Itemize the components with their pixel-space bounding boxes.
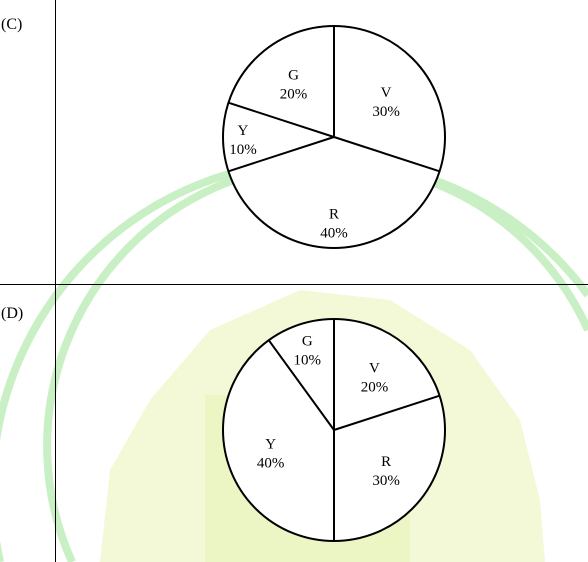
watermark-ring-inner xyxy=(43,159,588,562)
slice-value-c-g: 20% xyxy=(280,86,308,102)
slice-value-c-v: 30% xyxy=(372,104,400,120)
slice-value-d-g: 10% xyxy=(293,353,321,369)
pie-chart-d: V 20% R 30% Y 40% G 10% xyxy=(222,318,446,542)
slice-value-d-r: 30% xyxy=(372,473,400,489)
slice-name-c-y: Y xyxy=(238,123,249,139)
pie-chart-c: V 30% R 40% Y 10% G 20% xyxy=(222,25,446,249)
watermark-ring-outer xyxy=(0,156,588,562)
pie-divider-c-2 xyxy=(228,136,335,173)
slice-value-c-r: 40% xyxy=(320,225,348,241)
slice-name-d-v: V xyxy=(369,360,380,376)
slice-name-c-v: V xyxy=(381,85,392,101)
pie-divider-c-3 xyxy=(228,101,335,138)
option-c-label: (C) xyxy=(1,16,22,33)
slice-name-d-y: Y xyxy=(265,437,276,453)
slice-value-d-v: 20% xyxy=(361,379,389,395)
pie-divider-d-1 xyxy=(333,394,440,431)
option-d-label: (D) xyxy=(1,305,23,322)
slice-value-c-y: 10% xyxy=(229,142,257,158)
pie-divider-d-3 xyxy=(267,339,335,431)
pie-divider-c-1 xyxy=(333,136,440,173)
slice-value-d-y: 40% xyxy=(257,456,285,472)
slice-name-c-r: R xyxy=(329,206,339,222)
slice-name-d-r: R xyxy=(381,454,391,470)
slice-name-c-g: G xyxy=(288,67,299,83)
slice-name-d-g: G xyxy=(302,334,313,350)
